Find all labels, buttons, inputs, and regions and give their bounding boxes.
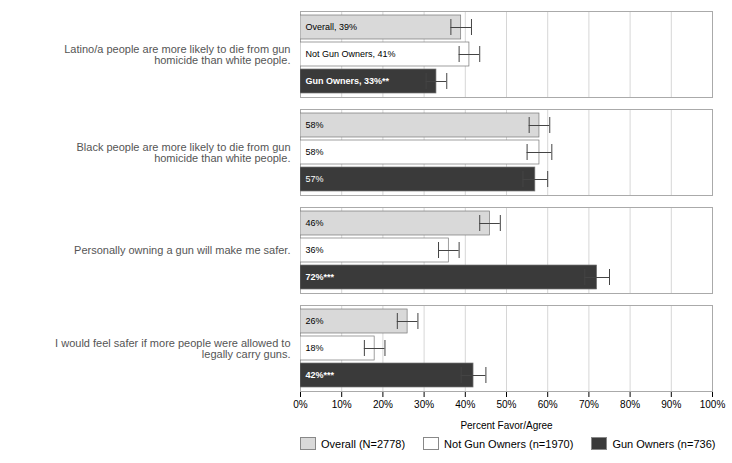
svg-text:36%: 36% — [306, 245, 324, 255]
svg-text:Latino/a people are more likel: Latino/a people are more likely to die f… — [64, 43, 290, 66]
svg-text:58%: 58% — [306, 147, 324, 157]
svg-text:I would feel safer if more peo: I would feel safer if more people were a… — [55, 337, 290, 360]
html-text:Not Gun Owners (n=1970): Not Gun Owners (n=1970) — [444, 437, 574, 450]
svg-text:26%: 26% — [306, 316, 324, 326]
svg-text:57%: 57% — [306, 174, 324, 184]
svg-text:Percent Favor/Agree: Percent Favor/Agree — [460, 420, 553, 431]
svg-text:20%: 20% — [373, 399, 393, 410]
svg-text:90%: 90% — [661, 399, 681, 410]
svg-text:Not Gun Owners, 41%: Not Gun Owners, 41% — [306, 49, 396, 59]
svg-text:Overall, 39%: Overall, 39% — [306, 22, 358, 32]
svg-text:Personally owning a gun will m: Personally owning a gun will make me saf… — [74, 244, 290, 256]
svg-text:100%: 100% — [700, 399, 726, 410]
svg-text:72%***: 72%*** — [306, 272, 335, 282]
svg-text:0%: 0% — [293, 399, 308, 410]
html-text:Gun Owners (n=736): Gun Owners (n=736) — [612, 437, 716, 450]
svg-text:46%: 46% — [306, 218, 324, 228]
svg-text:40%: 40% — [455, 399, 475, 410]
svg-text:50%: 50% — [496, 399, 516, 410]
svg-text:18%: 18% — [306, 343, 324, 353]
svg-text:60%: 60% — [538, 399, 558, 410]
svg-text:30%: 30% — [414, 399, 434, 410]
html-text:Overall (N=2778): Overall (N=2778) — [321, 437, 406, 450]
svg-text:70%: 70% — [579, 399, 599, 410]
svg-text:Gun Owners, 33%**: Gun Owners, 33%** — [306, 76, 390, 86]
svg-text:58%: 58% — [306, 120, 324, 130]
svg-text:42%***: 42%*** — [306, 370, 335, 380]
svg-text:80%: 80% — [620, 399, 640, 410]
svg-text:10%: 10% — [332, 399, 352, 410]
svg-text:Black people are more likely t: Black people are more likely to die from… — [77, 141, 291, 164]
